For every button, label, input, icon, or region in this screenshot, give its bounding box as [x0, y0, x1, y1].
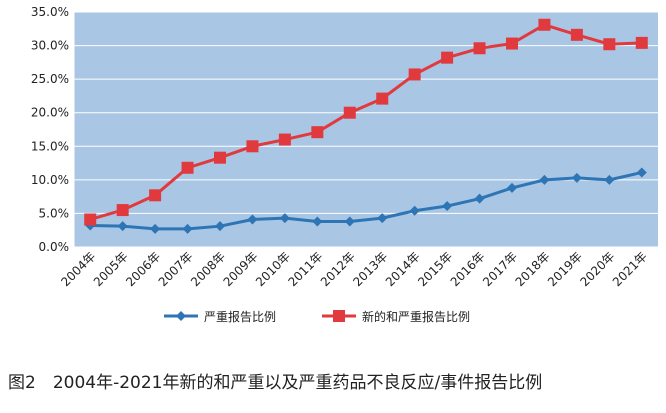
x-tick-label: 2013年 [350, 249, 390, 289]
line-chart: 0.0% 5.0% 10.0% 15.0% 20.0% 25.0% 30.0% 35.0% 2… [31, 5, 658, 324]
legend-label: 严重报告比例 [204, 309, 276, 324]
x-tick-label: 2006年 [123, 249, 163, 289]
data-point [539, 174, 550, 185]
series-1 [85, 167, 647, 234]
data-point [311, 126, 324, 139]
data-point [377, 213, 388, 224]
y-tick-label: 0.0% [39, 240, 70, 254]
data-point [507, 182, 517, 193]
plot-area [74, 12, 658, 247]
data-point [604, 174, 615, 185]
data-point [376, 92, 389, 105]
y-axis-ticks: 0.0% 5.0% 10.0% 15.0% 20.0% 25.0% 30.0% 35.0% [31, 5, 69, 254]
data-point [603, 38, 616, 51]
x-tick-label: 2021年 [610, 249, 650, 289]
data-point [474, 193, 485, 204]
series-2 [84, 18, 648, 226]
y-tick-label: 5.0% [39, 206, 70, 220]
x-axis-ticks: 2004年2005年2006年2007年2008年2009年2010年2011年… [58, 249, 650, 289]
data-point [538, 18, 551, 31]
x-tick-label: 2014年 [383, 249, 423, 289]
data-point [214, 151, 226, 164]
data-point [149, 189, 162, 202]
data-point [215, 221, 225, 232]
data-point [312, 216, 323, 227]
data-point [441, 51, 454, 64]
legend-marker [333, 310, 345, 322]
data-point [571, 172, 582, 183]
x-tick-label: 2010年 [253, 249, 293, 289]
data-point [409, 205, 420, 216]
x-tick-label: 2005年 [91, 249, 131, 289]
legend-label: 新的和严重报告比例 [362, 309, 470, 324]
y-tick-label: 15.0% [31, 139, 69, 153]
data-point [344, 216, 355, 227]
x-tick-label: 2020年 [577, 249, 617, 289]
x-tick-label: 2012年 [318, 249, 358, 289]
y-tick-label: 20.0% [31, 106, 69, 120]
x-tick-label: 2016年 [448, 249, 488, 289]
data-point [182, 223, 193, 234]
data-point [117, 221, 128, 232]
x-tick-label: 2011年 [285, 249, 325, 289]
y-tick-label: 10.0% [31, 173, 69, 187]
y-tick-label: 35.0% [31, 5, 69, 19]
data-point [636, 167, 647, 178]
data-point [84, 213, 97, 226]
data-point [150, 223, 161, 234]
data-point [570, 28, 583, 41]
legend-marker [176, 311, 186, 321]
figure-caption: 图2 2004年-2021年新的和严重以及严重药品不良反应/事件报告比例 [8, 373, 543, 393]
y-tick-label: 25.0% [31, 72, 69, 86]
legend: 严重报告比例 新的和严重报告比例 [164, 309, 470, 324]
data-point [473, 42, 486, 55]
x-tick-label: 2017年 [480, 249, 520, 289]
x-tick-label: 2009年 [221, 249, 261, 289]
data-point [279, 213, 290, 224]
data-point [343, 106, 356, 119]
series-line [90, 171, 643, 231]
data-point [442, 201, 453, 212]
x-tick-label: 2015年 [415, 249, 455, 289]
y-tick-label: 30.0% [31, 39, 69, 53]
x-tick-label: 2008年 [188, 249, 228, 289]
legend-item: 严重报告比例 [164, 309, 276, 324]
data-point [408, 68, 421, 81]
data-point [246, 140, 259, 153]
data-point [247, 214, 258, 225]
data-point [278, 133, 291, 146]
data-point [181, 161, 194, 174]
data-point [116, 204, 129, 217]
data-point [506, 37, 518, 50]
series-layer [84, 18, 648, 234]
legend-item: 新的和严重报告比例 [322, 309, 470, 324]
x-tick-label: 2004年 [58, 249, 98, 289]
x-tick-label: 2019年 [545, 249, 585, 289]
data-point [635, 36, 648, 49]
x-tick-label: 2007年 [156, 249, 196, 289]
x-tick-label: 2018年 [513, 249, 553, 289]
